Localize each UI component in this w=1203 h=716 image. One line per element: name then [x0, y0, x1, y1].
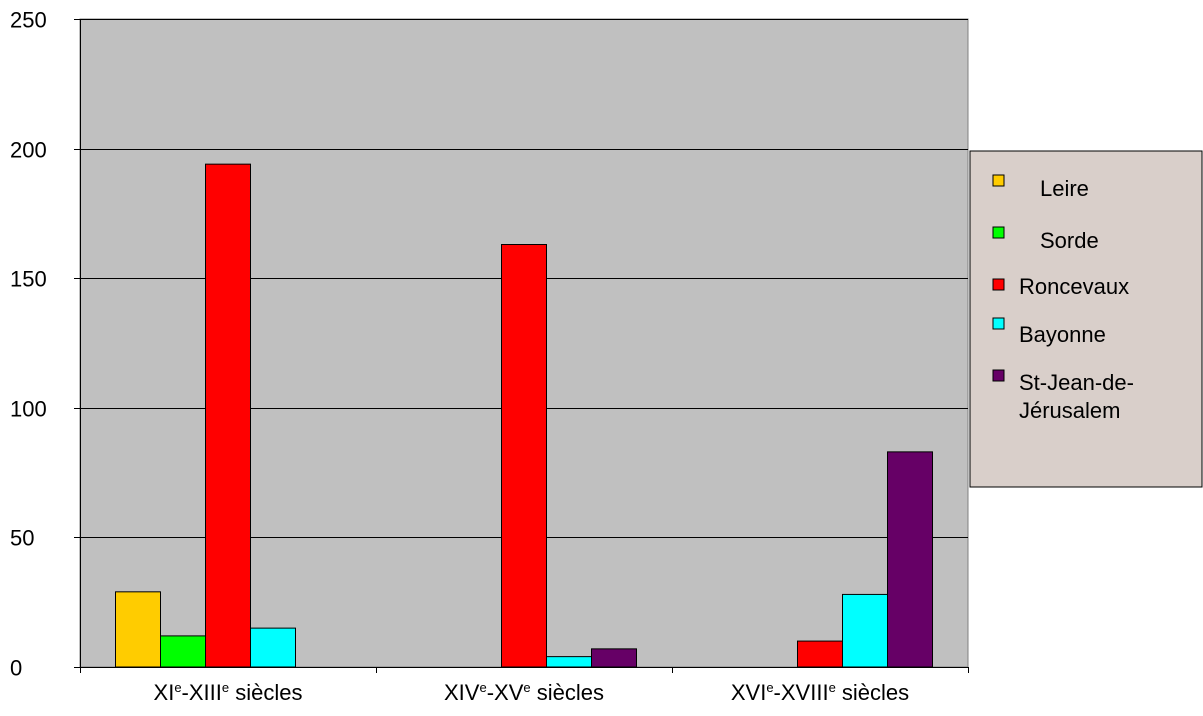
x-category-superscript: e [766, 680, 773, 695]
bar [205, 163, 251, 668]
bar [546, 656, 592, 668]
x-category-superscript: e [829, 680, 836, 695]
x-category-text: - [487, 680, 494, 705]
x-category-superscript: e [479, 680, 486, 695]
legend-label: Sorde [1040, 228, 1099, 253]
x-category-text: - [182, 680, 189, 705]
legend-swatch [992, 369, 1005, 382]
bar [160, 635, 206, 668]
x-category-text: XIII [189, 680, 222, 705]
legend-swatch [992, 317, 1005, 330]
y-tick-label: 200 [10, 138, 47, 163]
x-category-text: XVI [731, 680, 766, 705]
x-category-text: XV [494, 680, 524, 705]
x-category-label: XIVe-XVe siècles [444, 680, 604, 705]
x-category-text: XVIII [781, 680, 829, 705]
y-tick-label: 100 [10, 397, 47, 422]
legend-swatch [992, 226, 1005, 239]
legend-swatch [992, 174, 1005, 187]
x-category-label: XVIe-XVIIIe siècles [731, 680, 909, 705]
x-category-text: - [774, 680, 781, 705]
y-tick-label: 150 [10, 267, 47, 292]
legend-box [969, 150, 1203, 488]
bar [842, 593, 888, 668]
x-category-label: XIe-XIIIe siècles [154, 680, 303, 705]
legend-label: Bayonne [1019, 322, 1106, 347]
legend-swatch [992, 278, 1005, 291]
legend-label: Leire [1040, 176, 1089, 201]
legend-label: Roncevaux [1019, 274, 1129, 299]
bar [250, 627, 296, 668]
bar [797, 640, 843, 668]
x-category-superscript: e [222, 680, 229, 695]
bar [115, 591, 161, 668]
x-category-text: siècles [836, 680, 909, 705]
legend-label: Jérusalem [1019, 398, 1120, 423]
bar [501, 244, 547, 668]
y-tick-label: 50 [10, 526, 34, 551]
x-category-superscript: e [523, 680, 530, 695]
x-category-text: XIV [444, 680, 480, 705]
x-category-text: siècles [531, 680, 604, 705]
legend-label: St-Jean-de- [1019, 370, 1134, 395]
x-category-text: XI [154, 680, 175, 705]
x-category-superscript: e [174, 680, 181, 695]
y-tick-label: 0 [10, 656, 22, 681]
bar [887, 451, 933, 668]
y-tick-label: 250 [10, 8, 47, 33]
x-category-text: siècles [229, 680, 302, 705]
bar [591, 648, 637, 668]
